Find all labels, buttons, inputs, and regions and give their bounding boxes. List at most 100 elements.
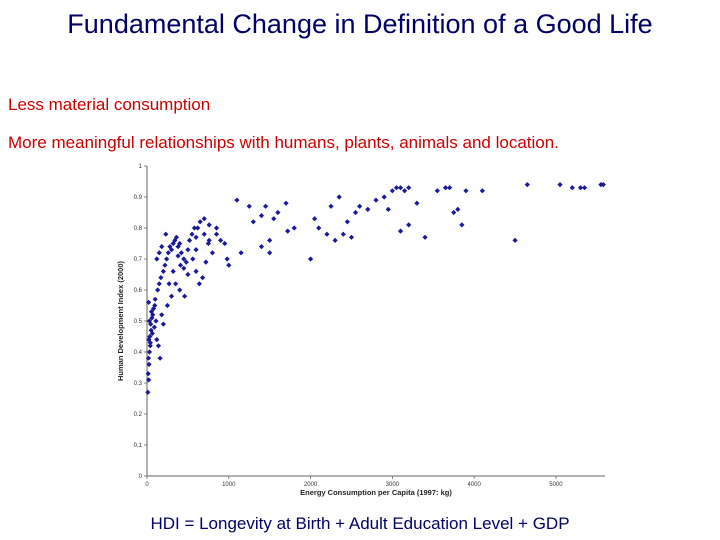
data-point xyxy=(160,268,166,274)
data-point xyxy=(381,194,387,200)
data-point xyxy=(344,219,350,225)
data-point xyxy=(291,225,297,231)
x-tick-label: 1000 xyxy=(222,482,236,488)
data-point xyxy=(307,256,314,262)
data-point xyxy=(201,216,207,222)
y-tick-label: 0.5 xyxy=(134,319,143,325)
data-point xyxy=(166,281,172,287)
data-point xyxy=(312,216,318,222)
data-point xyxy=(159,244,165,250)
data-point xyxy=(406,185,412,191)
data-point xyxy=(145,389,151,395)
bullet-less-consumption: Less material consumption xyxy=(8,95,211,114)
hdi-formula-caption: HDI = Longevity at Birth + Adult Educati… xyxy=(150,514,570,533)
data-point xyxy=(442,185,449,191)
data-point xyxy=(147,340,153,346)
data-point xyxy=(182,293,188,299)
data-point xyxy=(267,237,273,243)
data-point xyxy=(181,256,187,262)
data-point xyxy=(197,219,203,225)
data-point xyxy=(159,312,165,318)
data-point xyxy=(397,228,404,234)
y-tick-label: 0 xyxy=(139,474,143,480)
data-point xyxy=(185,271,191,278)
data-point xyxy=(193,247,199,253)
data-point xyxy=(160,321,166,327)
data-point xyxy=(340,231,346,237)
data-point xyxy=(557,182,563,188)
x-tick-label: 5000 xyxy=(549,482,563,488)
data-point xyxy=(455,206,461,212)
y-axis-label: Human Development Index (2000) xyxy=(116,260,125,381)
data-point xyxy=(385,206,391,212)
data-point xyxy=(246,203,252,209)
data-point xyxy=(267,250,273,256)
data-point xyxy=(178,250,184,256)
data-point xyxy=(285,228,291,234)
data-point xyxy=(151,324,157,330)
data-point xyxy=(213,231,220,237)
data-point xyxy=(152,302,158,309)
data-point xyxy=(162,262,168,268)
data-point xyxy=(189,231,195,237)
data-point xyxy=(206,237,212,243)
y-tick-label: 0.2 xyxy=(134,412,143,418)
data-point xyxy=(414,200,420,206)
data-point xyxy=(181,265,187,271)
data-point xyxy=(581,185,588,191)
data-point xyxy=(577,185,584,191)
data-point xyxy=(201,231,207,237)
data-point xyxy=(157,355,163,361)
data-point xyxy=(163,231,169,237)
data-point xyxy=(147,333,153,340)
data-point xyxy=(226,262,232,268)
y-tick-label: 0.3 xyxy=(134,381,143,387)
data-point xyxy=(156,250,162,256)
data-point xyxy=(336,194,342,200)
slide-title: Fundamental Change in Definition of a Go… xyxy=(67,9,653,39)
data-point xyxy=(146,318,153,324)
data-point xyxy=(190,256,196,262)
data-point xyxy=(155,343,162,349)
data-point xyxy=(250,219,256,225)
data-point xyxy=(145,355,152,361)
data-point xyxy=(177,287,183,293)
data-point xyxy=(209,250,216,256)
data-point xyxy=(146,337,152,343)
data-point xyxy=(170,268,176,274)
data-point xyxy=(373,197,379,203)
y-tick-label: 0.6 xyxy=(134,288,143,294)
data-point xyxy=(352,209,359,216)
data-point xyxy=(324,231,330,237)
data-point xyxy=(389,188,395,194)
data-point xyxy=(332,237,338,243)
data-point xyxy=(512,237,518,243)
data-point xyxy=(328,203,334,209)
data-point xyxy=(463,188,469,194)
data-point xyxy=(234,197,240,203)
data-point xyxy=(524,182,530,188)
data-point xyxy=(185,247,191,253)
data-point xyxy=(600,182,606,188)
data-point xyxy=(164,302,171,309)
data-point xyxy=(164,256,170,262)
y-tick-label: 0.7 xyxy=(134,257,143,263)
data-point xyxy=(224,256,230,262)
data-point xyxy=(447,185,453,191)
data-point xyxy=(177,262,184,268)
data-point xyxy=(451,209,457,216)
data-point xyxy=(145,371,151,377)
data-point xyxy=(406,222,412,228)
data-point xyxy=(258,213,265,219)
data-point xyxy=(203,259,209,265)
x-tick-label: 4000 xyxy=(467,482,481,488)
y-tick-label: 0.4 xyxy=(134,350,143,356)
data-point xyxy=(173,281,179,287)
data-point xyxy=(147,343,153,349)
data-point xyxy=(193,268,199,274)
data-point xyxy=(357,203,363,209)
data-point xyxy=(258,244,265,250)
x-axis-label: Energy Consumption per Capita (1997: kg) xyxy=(300,488,452,497)
data-point xyxy=(275,209,281,216)
hdi-energy-scatter-chart: 0 0.1 0.2 0.3 0.4 0.5 0.6 0.7 0.8 0.9 1 0 1000 2000 30… xyxy=(110,158,620,498)
